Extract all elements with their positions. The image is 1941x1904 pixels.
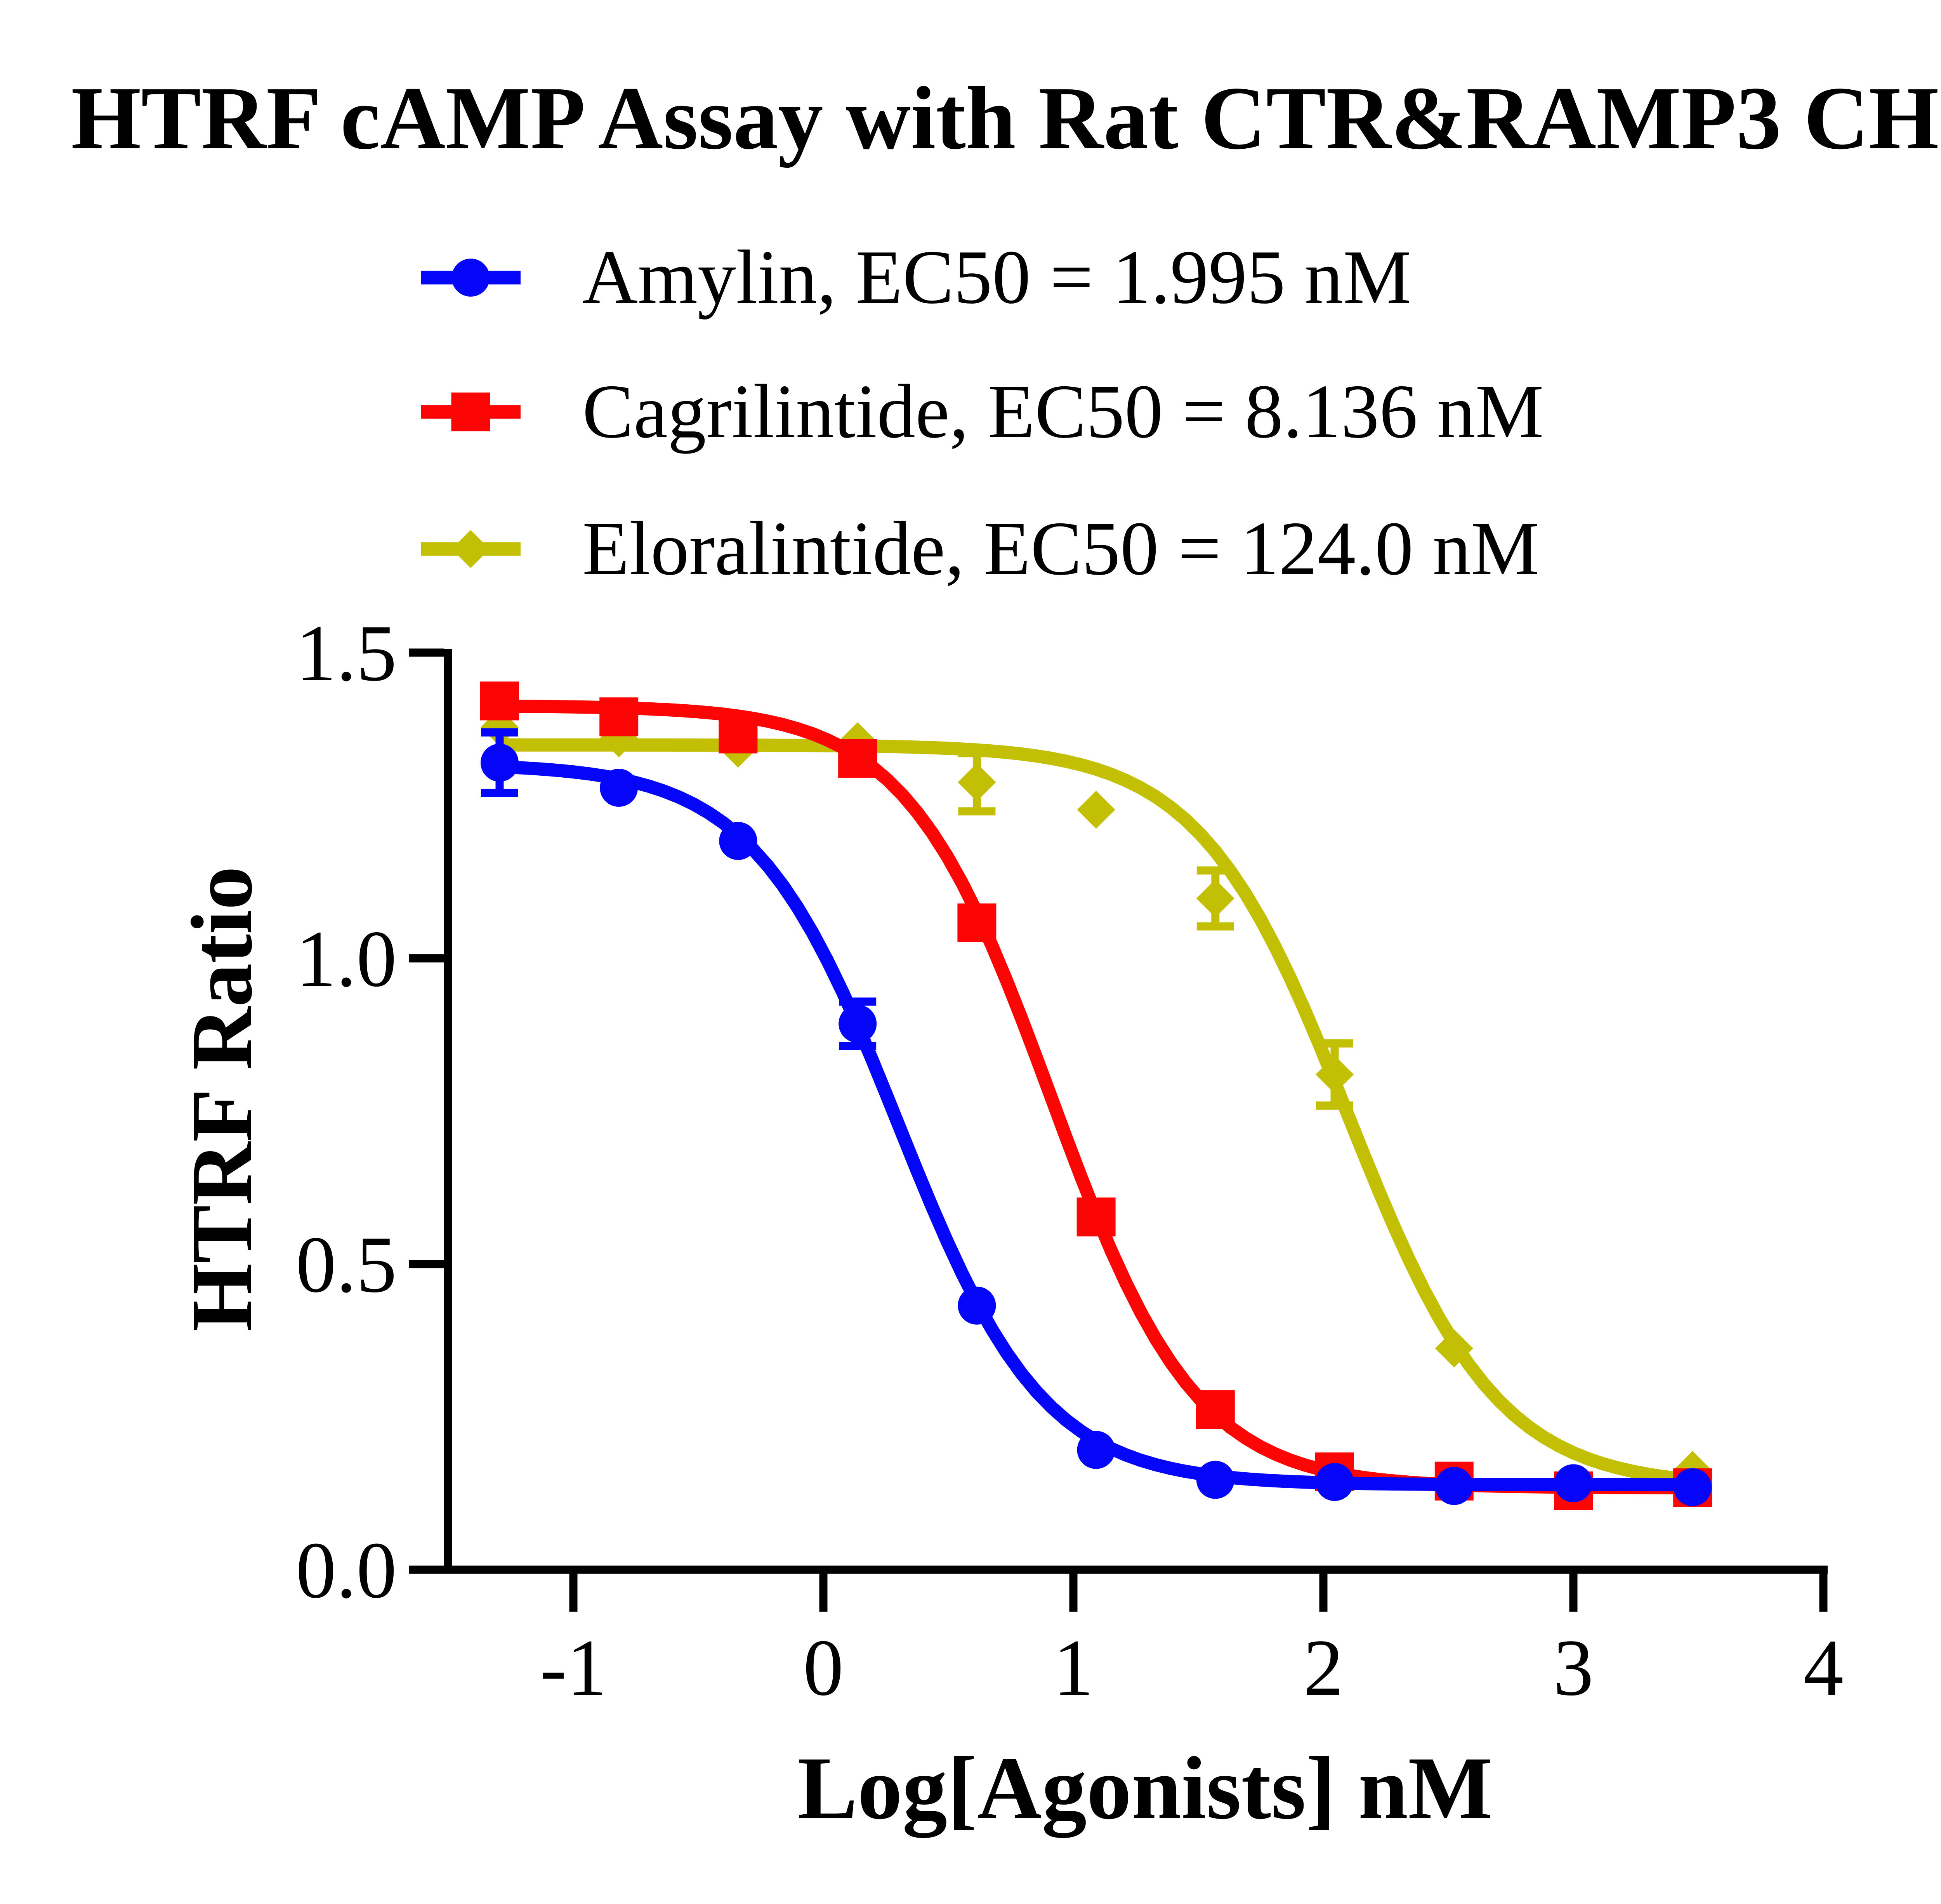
svg-text:3: 3: [1553, 1623, 1594, 1712]
svg-text:0: 0: [803, 1623, 844, 1712]
svg-text:1.5: 1.5: [296, 608, 397, 698]
svg-text:HTRF Ratio: HTRF Ratio: [173, 866, 270, 1331]
svg-text:Eloralintide, EC50 = 124.0 nM: Eloralintide, EC50 = 124.0 nM: [582, 506, 1539, 591]
svg-text:-1: -1: [540, 1623, 607, 1712]
svg-text:Log[Agonists] nM: Log[Agonists] nM: [798, 1738, 1493, 1838]
svg-text:Cagrilintide, EC50 = 8.136 nM: Cagrilintide, EC50 = 8.136 nM: [582, 369, 1544, 454]
svg-text:0.5: 0.5: [296, 1220, 397, 1309]
svg-text:HTRF cAMP Assay with Rat CTR&R: HTRF cAMP Assay with Rat CTR&RAMP3 CHO (…: [71, 68, 1941, 168]
svg-text:1.0: 1.0: [296, 914, 397, 1003]
svg-text:4: 4: [1803, 1623, 1844, 1712]
svg-text:2: 2: [1303, 1623, 1344, 1712]
svg-text:1: 1: [1053, 1623, 1094, 1712]
svg-text:0.0: 0.0: [296, 1525, 397, 1615]
svg-text:Amylin, EC50 = 1.995 nM: Amylin, EC50 = 1.995 nM: [582, 235, 1411, 320]
